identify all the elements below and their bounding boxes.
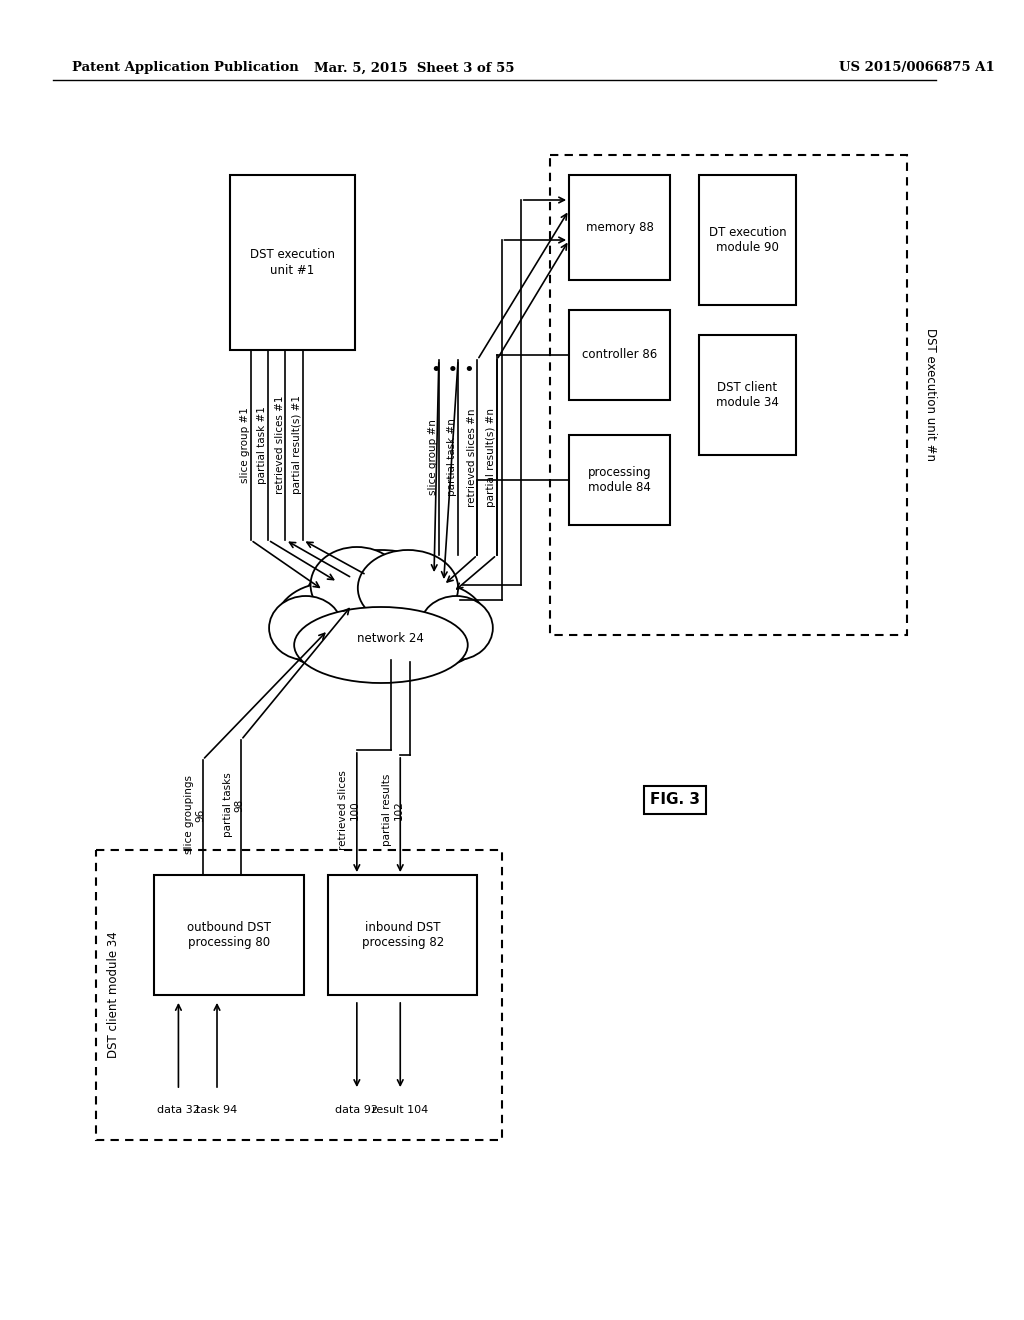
Bar [328,875,477,995]
Text: FIG. 3: FIG. 3 [650,792,700,808]
Text: slice groupings
96: slice groupings 96 [184,776,206,854]
Text: partial tasks
98: partial tasks 98 [222,772,244,837]
Bar [96,850,502,1140]
Bar [569,176,671,280]
Text: DT execution
module 90: DT execution module 90 [709,226,786,253]
Ellipse shape [357,550,458,626]
Text: data 32: data 32 [157,1105,200,1115]
Text: Mar. 5, 2015  Sheet 3 of 55: Mar. 5, 2015 Sheet 3 of 55 [314,62,515,74]
Text: partial result(s) #1: partial result(s) #1 [292,396,302,495]
Ellipse shape [381,583,487,667]
Text: retrieved slices #n: retrieved slices #n [467,408,476,507]
Text: outbound DST
processing 80: outbound DST processing 80 [187,921,271,949]
Bar [569,436,671,525]
Ellipse shape [310,546,403,623]
Text: partial task #n: partial task #n [447,418,458,496]
Ellipse shape [304,550,458,660]
Ellipse shape [294,607,468,682]
Text: partial results
102: partial results 102 [382,774,403,846]
Bar [155,875,304,995]
Ellipse shape [274,583,381,667]
Bar [699,176,796,305]
Text: slice group #1: slice group #1 [240,407,250,483]
Text: DST client
module 34: DST client module 34 [716,381,779,409]
Text: retrieved slices
100: retrieved slices 100 [338,770,359,850]
Text: slice group #n: slice group #n [428,420,438,495]
Text: memory 88: memory 88 [586,220,653,234]
Text: controller 86: controller 86 [582,348,657,362]
Ellipse shape [420,597,493,660]
Text: retrieved slices #1: retrieved slices #1 [274,396,285,494]
Text: • • •: • • • [431,360,475,379]
Bar [229,176,355,350]
Text: DST client module 34: DST client module 34 [108,932,120,1059]
Text: partial task #1: partial task #1 [257,407,267,484]
Bar [550,154,906,635]
Bar [699,335,796,455]
Text: network 24: network 24 [357,631,424,644]
Text: Patent Application Publication: Patent Application Publication [73,62,299,74]
Text: task 94: task 94 [197,1105,238,1115]
Text: DST execution unit #n: DST execution unit #n [925,329,937,462]
Text: processing
module 84: processing module 84 [588,466,651,494]
Text: inbound DST
processing 82: inbound DST processing 82 [361,921,443,949]
Bar [569,310,671,400]
Ellipse shape [269,597,342,660]
Text: US 2015/0066875 A1: US 2015/0066875 A1 [839,62,995,74]
Text: partial result(s) #n: partial result(s) #n [486,408,496,507]
Text: DST execution
unit #1: DST execution unit #1 [250,248,335,276]
Text: result 104: result 104 [372,1105,428,1115]
Text: data 92: data 92 [335,1105,378,1115]
